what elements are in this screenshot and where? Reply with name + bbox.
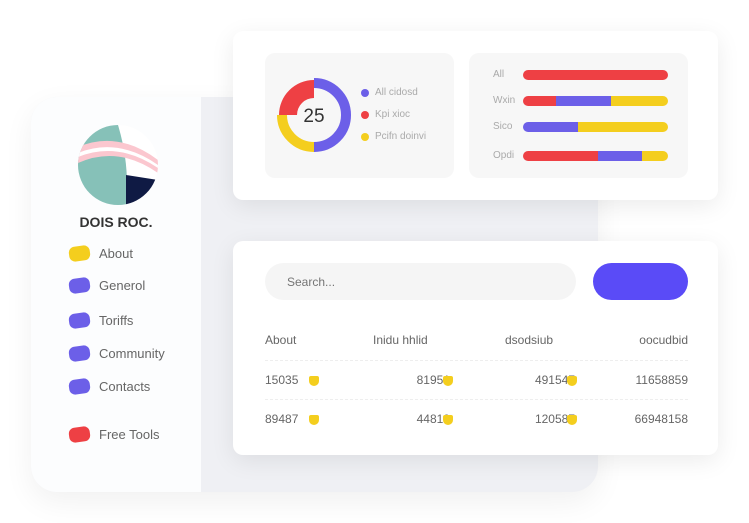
sidebar-item-label: Community xyxy=(99,346,165,361)
bar-row: Wxin xyxy=(493,95,668,106)
bar-segment xyxy=(523,150,599,161)
bar-label: Wxin xyxy=(493,95,516,106)
stacked-bar xyxy=(523,95,668,106)
bar-segment xyxy=(523,95,557,106)
table-cell: 11658859 xyxy=(635,373,689,387)
column-header: oocudbid xyxy=(639,333,688,347)
legend-label: Kpi xioc xyxy=(375,109,411,120)
brand-name: DOIS ROC. xyxy=(79,214,153,230)
shield-icon xyxy=(567,376,577,386)
sidebar-item-community[interactable]: Community xyxy=(68,344,165,363)
table-cell: 15035 xyxy=(265,373,299,387)
nav-bullet-icon xyxy=(68,276,91,295)
column-header: Inidu hhlid xyxy=(373,333,428,347)
table-cell: 81951 xyxy=(416,373,450,387)
stats-card: 25 All cidosd Kpi xioc Pcifn doinvi All Wxi… xyxy=(233,31,718,200)
legend-dot-icon xyxy=(361,88,369,97)
nav-bullet-icon xyxy=(68,244,91,263)
shield-icon xyxy=(443,376,453,386)
nav-bullet-icon xyxy=(68,344,91,363)
sidebar-item-contacts[interactable]: Contacts xyxy=(68,377,151,396)
stacked-bar xyxy=(523,69,668,80)
sidebar-item-label: Generol xyxy=(99,278,146,293)
row-divider xyxy=(265,360,688,361)
primary-button[interactable] xyxy=(593,263,688,300)
sidebar-item-label: Free Tools xyxy=(99,427,160,442)
legend-dot-icon xyxy=(361,110,369,119)
sidebar-item-toriffs[interactable]: Toriffs xyxy=(68,311,134,330)
table-cell: 491547 xyxy=(534,373,575,387)
sidebar-item-generol[interactable]: Generol xyxy=(68,276,146,295)
bar-row: All xyxy=(493,69,668,80)
donut-segment-red xyxy=(279,80,314,115)
legend-item: Pcifn doinvi xyxy=(361,131,426,142)
bar-label: Opdi xyxy=(493,150,515,161)
donut-panel: 25 All cidosd Kpi xioc Pcifn doinvi xyxy=(265,53,454,178)
table-cell: 66948158 xyxy=(634,412,688,426)
sidebar-item-free-tools[interactable]: Free Tools xyxy=(68,425,160,444)
sidebar-item-label: Contacts xyxy=(99,379,151,394)
sidebar: DOIS ROC. About Generol Toriffs Community Co… xyxy=(31,97,201,492)
row-divider xyxy=(265,399,688,400)
bar-segment xyxy=(523,121,579,132)
shield-icon xyxy=(309,376,319,386)
legend-item: All cidosd xyxy=(361,87,418,98)
bar-segment xyxy=(598,150,642,161)
column-header: About xyxy=(265,333,297,347)
bar-row: Opdi xyxy=(493,150,668,161)
bar-segment xyxy=(641,150,668,161)
bar-label: Sico xyxy=(493,121,513,132)
donut-value: 25 xyxy=(303,106,324,127)
donut-segment-yellow xyxy=(277,114,315,152)
bar-segment xyxy=(578,121,668,132)
bar-segment xyxy=(556,95,612,106)
shield-icon xyxy=(309,415,319,425)
shield-icon xyxy=(567,415,577,425)
nav-bullet-icon xyxy=(68,377,91,396)
table-card: About Inidu hhlid dsodsiub oocudbid 15035 819… xyxy=(233,241,718,455)
nav-bullet-icon xyxy=(68,311,91,330)
sidebar-item-about[interactable]: About xyxy=(68,244,133,263)
avatar xyxy=(78,125,158,205)
donut-segment-purple xyxy=(313,78,351,152)
bars-panel: All Wxin Sico Opdi xyxy=(469,53,688,178)
legend-item: Kpi xioc xyxy=(361,109,410,120)
bar-label: All xyxy=(493,69,505,80)
donut-chart: 25 xyxy=(277,78,351,152)
stacked-bar xyxy=(523,121,668,132)
search-input[interactable] xyxy=(265,263,576,300)
legend-label: Pcifn doinvi xyxy=(375,131,427,142)
table-cell: 44819 xyxy=(416,412,450,426)
bar-segment xyxy=(611,95,668,106)
legend-label: All cidosd xyxy=(375,87,418,98)
sidebar-item-label: About xyxy=(99,246,133,261)
sidebar-item-label: Toriffs xyxy=(99,313,134,328)
legend-dot-icon xyxy=(361,132,369,141)
table-cell: 120587 xyxy=(534,412,575,426)
bar-row: Sico xyxy=(493,121,668,132)
shield-icon xyxy=(443,415,453,425)
nav-bullet-icon xyxy=(68,425,91,444)
bar-segment xyxy=(523,69,668,80)
table-cell: 89487 xyxy=(265,412,299,426)
column-header: dsodsiub xyxy=(505,333,554,347)
stacked-bar xyxy=(523,150,668,161)
